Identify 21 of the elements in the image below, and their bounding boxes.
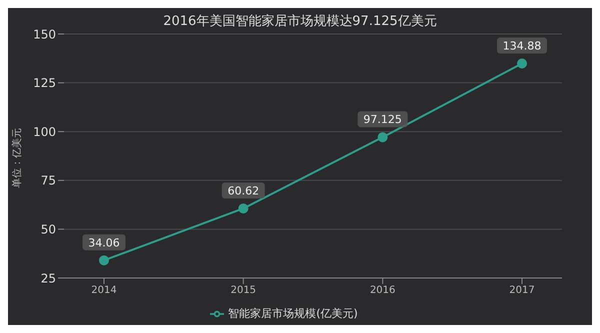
legend-label: 智能家居市场规模(亿美元) (228, 307, 358, 320)
data-label: 34.06 (88, 236, 120, 250)
y-tick-label: 25 (40, 271, 56, 286)
data-label: 134.88 (502, 40, 542, 53)
y-tick-label: 75 (40, 174, 56, 188)
data-label: 60.62 (228, 184, 260, 198)
x-tick-label: 2014 (91, 285, 117, 296)
x-tick-label: 2017 (509, 285, 535, 296)
data-label: 97.125 (363, 113, 402, 126)
point (99, 255, 109, 266)
point (517, 58, 527, 69)
y-tick-label: 100 (33, 124, 56, 139)
x-tick-label: 2016 (370, 285, 396, 296)
x-tick-label: 2015 (230, 285, 256, 296)
y-tick-label: 150 (33, 27, 56, 42)
point (238, 203, 248, 214)
point (378, 132, 388, 142)
y-tick-label: 125 (33, 76, 56, 90)
chart-title: 2016年美国智能家居市场规模达97.125亿美元 (163, 14, 437, 29)
y-tick-label: 50 (40, 222, 56, 236)
y-axis-title: 单位：亿美元 (11, 128, 23, 188)
